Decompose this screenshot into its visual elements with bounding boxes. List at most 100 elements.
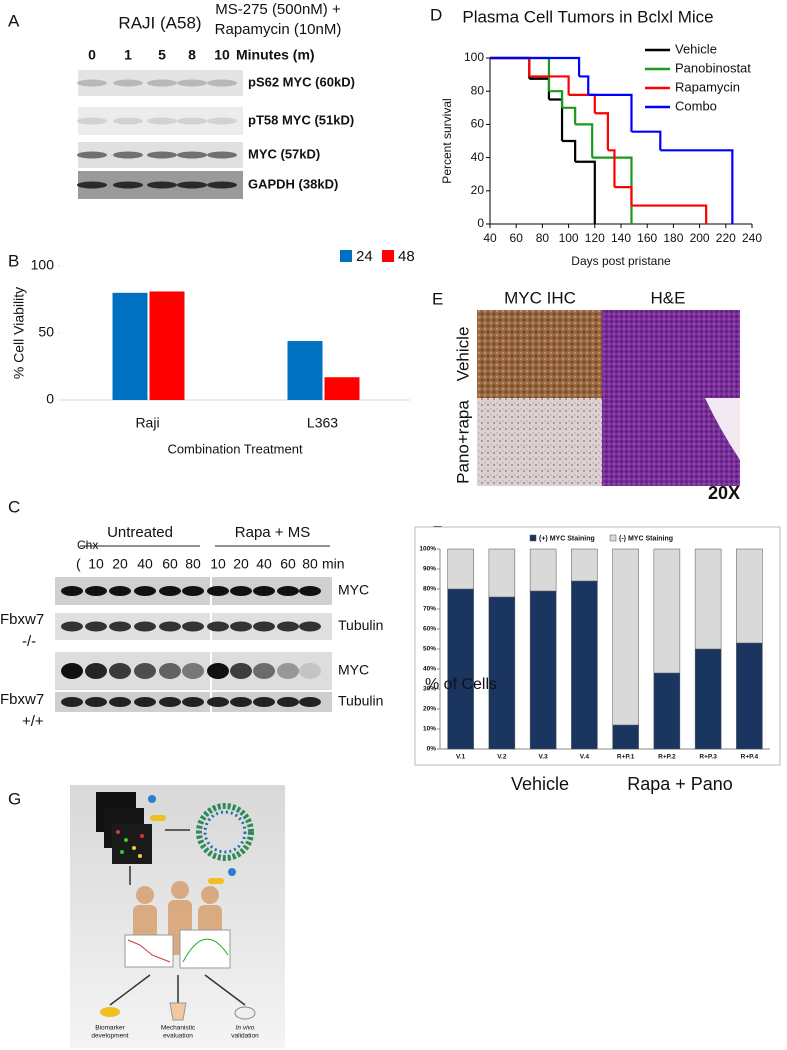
blot-band	[61, 663, 83, 679]
x-tick-label: R+P.2	[658, 754, 676, 761]
blot-band	[61, 697, 83, 707]
legend-label: Panobinostat	[675, 60, 751, 75]
x-tick-label: L363	[307, 415, 338, 431]
blot-band	[109, 697, 131, 707]
survival-step	[631, 204, 708, 224]
bar-segment	[447, 548, 474, 590]
x-axis-label: Days post pristane	[571, 254, 671, 268]
y-tick-label: 20	[471, 183, 485, 197]
blot-band	[134, 697, 156, 707]
legend-swatch	[609, 534, 617, 542]
band-label: pT58 MYC (51kD)	[248, 112, 354, 127]
blot-band	[253, 663, 275, 679]
blot-band	[77, 117, 107, 125]
blot-band	[147, 151, 177, 159]
row-label: Pano+rapa	[453, 400, 472, 484]
blot-band	[159, 697, 181, 707]
blot-band	[109, 621, 131, 632]
survival-step	[529, 77, 551, 100]
legend-swatch	[382, 250, 394, 262]
treatment: Rapamycin (10nM)	[215, 21, 342, 38]
tissue-edge	[705, 398, 740, 460]
column-label: MYC IHC	[504, 288, 576, 307]
blot-band	[207, 663, 229, 679]
drug-capsule	[208, 878, 224, 884]
time-label: 1	[124, 47, 132, 63]
blot-band	[182, 586, 204, 596]
time-label: 8	[188, 47, 196, 63]
y-axis-label: Percent survival	[440, 98, 454, 183]
micrograph	[477, 310, 602, 398]
blot-band	[134, 621, 156, 632]
blot-band	[109, 586, 131, 596]
unit-label: min	[322, 556, 345, 572]
blot-band	[109, 663, 131, 679]
blot-band	[85, 621, 107, 632]
y-tick-label: 90%	[423, 566, 436, 573]
y-tick-label: 10%	[423, 726, 436, 733]
survival-step	[607, 149, 616, 188]
band-label: GAPDH (38kD)	[248, 176, 338, 191]
y-tick-label: 20%	[423, 706, 436, 713]
y-tick-label: 30%	[423, 686, 436, 693]
schematic-label: development	[91, 1033, 128, 1040]
blot-band	[61, 586, 83, 596]
molecule	[148, 795, 156, 803]
blot-band	[299, 621, 321, 632]
survival-step	[562, 106, 577, 125]
bar-segment	[571, 548, 598, 582]
x-tick-label: R+P.3	[699, 754, 717, 761]
x-tick-label: 80	[536, 231, 550, 245]
y-tick-label: 100	[31, 257, 55, 273]
band-label: Tubulin	[338, 693, 383, 709]
panel-label: B	[8, 251, 19, 270]
y-tick-label: 50	[38, 324, 54, 340]
bar-segment	[529, 590, 557, 750]
blot-band	[230, 663, 252, 679]
y-tick-label: 100%	[419, 546, 436, 553]
y-tick-label: 0	[477, 216, 484, 230]
blot-band	[177, 117, 207, 125]
blot-band	[207, 181, 237, 189]
y-tick-label: 80	[471, 83, 485, 97]
blot-band	[159, 663, 181, 679]
survival-step	[548, 90, 564, 108]
cell-line: RAJI (A58)	[118, 13, 201, 32]
y-tick-label: 0	[46, 391, 54, 407]
legend-swatch	[340, 250, 352, 262]
blot-band	[177, 79, 207, 87]
genotype-label: +/+	[22, 713, 44, 730]
magnification: 20X	[708, 483, 740, 503]
survival-step	[575, 160, 596, 224]
x-tick-label: 100	[559, 231, 579, 245]
genotype-label: Fbxw7	[0, 691, 44, 708]
blot-band	[147, 117, 177, 125]
legend-swatch	[529, 534, 537, 542]
genotype-label: -/-	[22, 633, 36, 650]
x-tick-label: V.3	[539, 754, 549, 761]
chx-label: Chx	[77, 538, 98, 552]
blot-band	[207, 697, 229, 707]
lane-label: 40	[137, 556, 153, 572]
band-label: pS62 MYC (60kD)	[248, 74, 355, 89]
x-tick-label: 140	[611, 231, 631, 245]
legend-label: (-) MYC Staining	[619, 535, 673, 542]
blot-band	[230, 621, 252, 632]
time-label: 0	[88, 47, 96, 63]
blot-band	[147, 181, 177, 189]
bar	[287, 341, 323, 400]
blot-band	[113, 117, 143, 125]
legend-label: 24	[356, 248, 373, 265]
survival-step	[592, 156, 633, 224]
schematic	[70, 785, 285, 1048]
blot-band	[147, 79, 177, 87]
survival-plot	[124, 934, 174, 968]
time-unit: Minutes (m)	[236, 47, 315, 63]
blot-band	[159, 586, 181, 596]
legend-label: 48	[398, 248, 415, 265]
bar-segment	[653, 672, 681, 750]
blot-band	[207, 586, 229, 596]
x-tick-label: R+P.1	[617, 754, 635, 761]
